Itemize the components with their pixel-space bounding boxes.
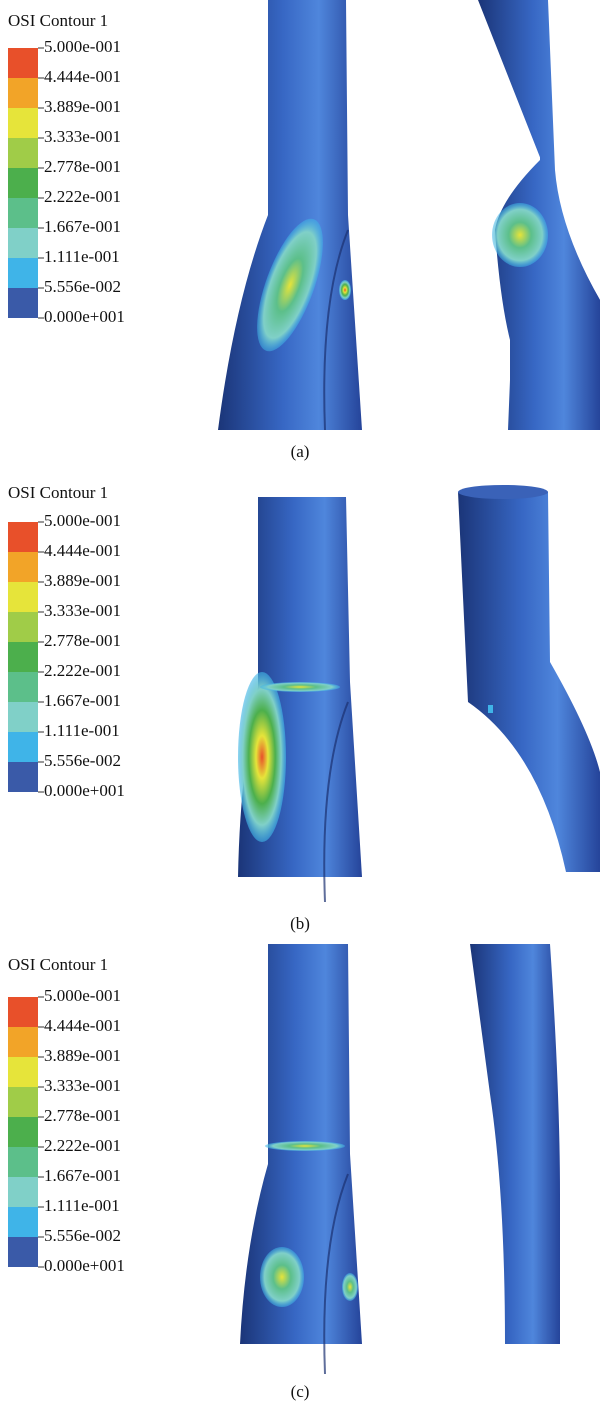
osi-region <box>492 203 548 267</box>
legend-tick-label: 3.889e-001 <box>44 571 121 590</box>
osi-region <box>238 672 286 842</box>
legend-title: OSI Contour 1 <box>8 955 108 974</box>
legend-tick-label: 2.778e-001 <box>44 631 121 650</box>
legend-swatch <box>8 582 38 612</box>
legend-swatch <box>8 78 38 108</box>
vessels <box>238 485 600 902</box>
legend-swatch <box>8 612 38 642</box>
legend-swatch <box>8 1237 38 1267</box>
legend-tick-label: 2.778e-001 <box>44 157 121 176</box>
osi-region <box>260 1247 304 1307</box>
legend-swatch <box>8 552 38 582</box>
vessel <box>218 0 362 430</box>
legend-swatch <box>8 522 38 552</box>
legend-swatch <box>8 168 38 198</box>
legend-tick-label: 1.667e-001 <box>44 217 121 236</box>
legend-tick-label: 0.000e+001 <box>44 1256 125 1275</box>
panel-caption: (a) <box>291 442 310 461</box>
top-opening <box>458 485 548 499</box>
legend-tick-label: 3.889e-001 <box>44 1046 121 1065</box>
vessel <box>470 944 560 1344</box>
legend-swatch <box>8 1057 38 1087</box>
legend-swatch <box>8 198 38 228</box>
legend-tick-label: 0.000e+001 <box>44 307 125 326</box>
vessel <box>458 492 600 872</box>
legend-tick-label: 3.333e-001 <box>44 1076 121 1095</box>
legend-title: OSI Contour 1 <box>8 483 108 502</box>
legend-tick-label: 3.333e-001 <box>44 601 121 620</box>
panel-caption: (b) <box>290 914 310 933</box>
legend-swatch <box>8 1027 38 1057</box>
legend-tick-label: 0.000e+001 <box>44 781 125 800</box>
legend-title: OSI Contour 1 <box>8 11 108 30</box>
vessels <box>218 0 600 430</box>
legend-tick-label: 5.000e-001 <box>44 511 121 530</box>
legend-tick-label: 4.444e-001 <box>44 1016 121 1035</box>
legend-tick-label: 1.667e-001 <box>44 691 121 710</box>
legend-tick-label: 1.667e-001 <box>44 1166 121 1185</box>
legend-swatch <box>8 732 38 762</box>
legend-swatch <box>8 1117 38 1147</box>
legend-tick-label: 2.222e-001 <box>44 1136 121 1155</box>
legend-swatch <box>8 258 38 288</box>
legend-swatch <box>8 138 38 168</box>
osi-region <box>265 1141 345 1151</box>
legend-swatch <box>8 288 38 318</box>
legend-tick-label: 5.556e-002 <box>44 1226 121 1245</box>
legend-tick-label: 5.556e-002 <box>44 277 121 296</box>
legend-swatch <box>8 1177 38 1207</box>
legend-tick-label: 4.444e-001 <box>44 541 121 560</box>
panel: OSI Contour 1 5.000e-001 4.444e-001 3.889e-… <box>8 0 600 461</box>
legend-tick-label: 5.000e-001 <box>44 37 121 56</box>
legend-swatch <box>8 702 38 732</box>
osi-region <box>339 280 351 300</box>
legend-swatch <box>8 48 38 78</box>
legend-tick-label: 1.111e-001 <box>44 247 120 266</box>
osi-region <box>260 682 340 692</box>
legend-swatch <box>8 108 38 138</box>
panel: OSI Contour 1 5.000e-001 4.444e-001 3.889e-… <box>8 483 600 933</box>
legend-swatch <box>8 228 38 258</box>
legend-tick-label: 5.556e-002 <box>44 751 121 770</box>
legend-tick-label: 3.333e-001 <box>44 127 121 146</box>
legend-tick-label: 4.444e-001 <box>44 67 121 86</box>
osi-region <box>488 705 493 713</box>
legend-tick-label: 2.222e-001 <box>44 187 121 206</box>
panel: OSI Contour 1 5.000e-001 4.444e-001 3.889e-… <box>8 944 560 1401</box>
legend-swatch <box>8 1087 38 1117</box>
panel-caption: (c) <box>291 1382 310 1401</box>
legend-tick-label: 2.222e-001 <box>44 661 121 680</box>
legend-swatch <box>8 997 38 1027</box>
legend-tick-label: 2.778e-001 <box>44 1106 121 1125</box>
legend-tick-label: 3.889e-001 <box>44 97 121 116</box>
legend-swatch <box>8 1147 38 1177</box>
vessels <box>240 944 560 1374</box>
legend-swatch <box>8 672 38 702</box>
legend-tick-label: 1.111e-001 <box>44 1196 120 1215</box>
figure: OSI Contour 1 5.000e-001 4.444e-001 3.889e-… <box>0 0 600 1406</box>
legend-swatch <box>8 642 38 672</box>
osi-region <box>342 1273 358 1301</box>
legend-tick-label: 1.111e-001 <box>44 721 120 740</box>
legend-swatch <box>8 762 38 792</box>
legend-tick-label: 5.000e-001 <box>44 986 121 1005</box>
legend-swatch <box>8 1207 38 1237</box>
